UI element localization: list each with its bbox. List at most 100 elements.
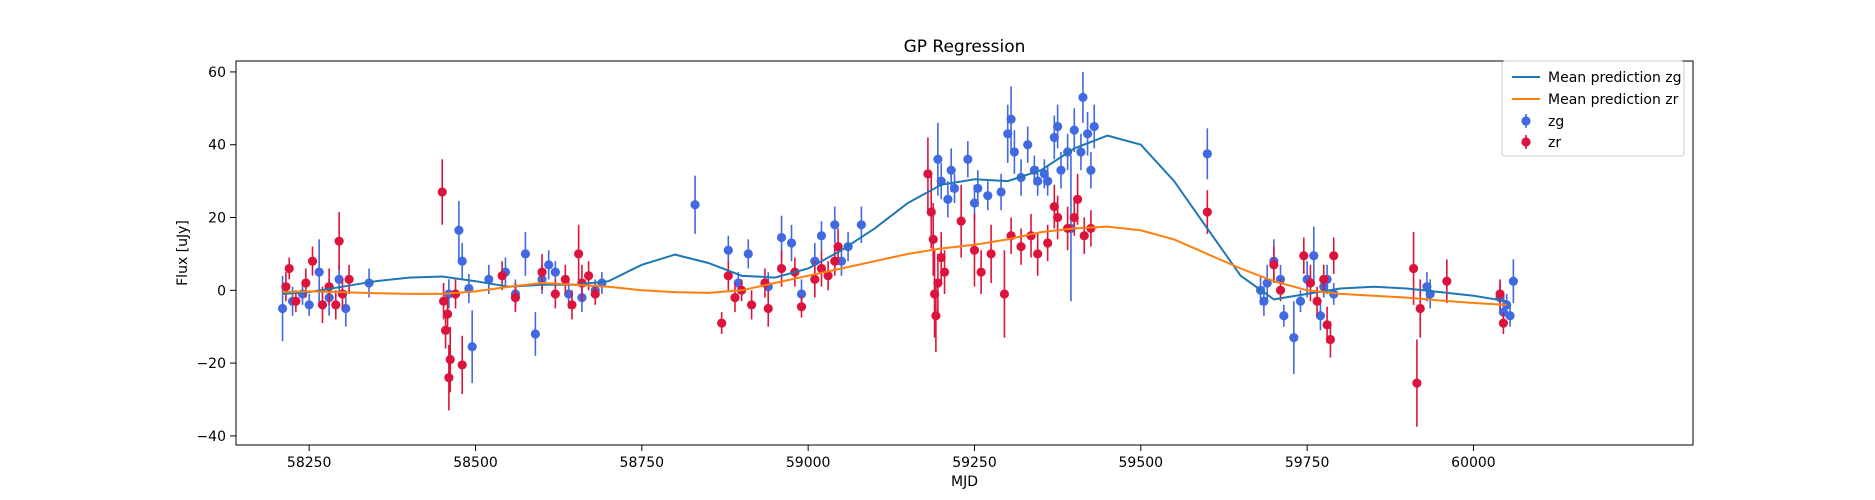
zg-point-29 — [743, 249, 753, 259]
zr-point-51 — [939, 267, 950, 277]
zg-point-47 — [973, 183, 983, 193]
legend-label-zg-points: zg — [1548, 114, 1564, 130]
zr-point-33 — [747, 300, 757, 310]
legend-box — [1501, 60, 1685, 157]
legend-marker-zr — [1521, 135, 1531, 149]
zr-point-63 — [1053, 212, 1063, 223]
zr-point-48 — [931, 311, 941, 321]
x-tick-label-58500: 58500 — [453, 455, 498, 471]
zg-point-45 — [963, 154, 973, 164]
zr-point-77 — [1325, 334, 1336, 345]
zr-point-44 — [923, 169, 933, 179]
zg-point-70 — [1202, 149, 1212, 159]
zr-point-41 — [823, 271, 833, 281]
zg-point-68 — [1086, 165, 1096, 175]
zr-point-42 — [830, 256, 840, 266]
zr-point-40 — [816, 263, 827, 274]
zr-point-70 — [1269, 260, 1279, 270]
zr-point-25 — [574, 249, 584, 259]
zg-point-4 — [314, 267, 324, 277]
zr-point-23 — [560, 274, 570, 284]
x-tick-label-60000: 60000 — [1451, 455, 1496, 471]
zr-point-11 — [437, 187, 447, 197]
zr-point-5 — [317, 300, 328, 310]
zr-point-49 — [933, 278, 943, 288]
zg-point-57 — [1039, 169, 1049, 179]
zr-point-78 — [1329, 251, 1339, 261]
y-axis: −40 −20 0 20 40 60 — [196, 65, 236, 445]
zr-point-76 — [1322, 320, 1332, 330]
y-tick-label-60: 60 — [208, 65, 226, 81]
zr-point-79 — [1408, 263, 1419, 274]
zr-point-66 — [1073, 194, 1083, 204]
zr-point-84 — [1498, 318, 1508, 328]
zr-point-55 — [986, 249, 996, 259]
zg-point-72 — [1259, 296, 1269, 306]
plot-area — [277, 71, 1518, 427]
zr-point-46 — [928, 234, 938, 244]
zr-point-15 — [444, 373, 454, 383]
legend: Mean prediction zg Mean prediction zr zg… — [1501, 60, 1685, 157]
series-zg — [277, 71, 1518, 384]
zr-point-4 — [307, 256, 318, 266]
x-tick-label-59500: 59500 — [1119, 455, 1164, 471]
zr-point-14 — [442, 309, 453, 319]
axes-frame — [235, 60, 1694, 446]
x-axis-label: MJD — [951, 474, 978, 490]
zr-point-45 — [926, 207, 936, 217]
zg-point-54 — [1023, 140, 1033, 150]
y-tick-label--40: −40 — [196, 429, 226, 445]
legend-label-zr-points: zr — [1548, 135, 1561, 151]
zg-point-39 — [856, 220, 866, 230]
zr-point-39 — [810, 274, 820, 284]
zg-point-91 — [1508, 276, 1518, 286]
zg-point-59 — [1049, 132, 1059, 143]
zg-point-21 — [550, 267, 560, 277]
x-tick-label-59000: 59000 — [786, 455, 831, 471]
zr-point-52 — [956, 216, 966, 226]
zr-point-81 — [1415, 303, 1425, 314]
zr-point-20 — [510, 292, 521, 303]
y-tick-label-0: 0 — [217, 283, 226, 299]
legend-label-zg-line: Mean prediction zg — [1548, 70, 1682, 86]
zg-point-13 — [467, 342, 477, 352]
zr-point-27 — [584, 271, 594, 281]
zg-point-22 — [564, 289, 574, 299]
zg-point-42 — [943, 194, 953, 204]
zg-point-37 — [836, 256, 847, 266]
zr-point-75 — [1319, 274, 1329, 284]
zg-point-76 — [1279, 311, 1289, 321]
zg-point-89 — [1502, 300, 1512, 310]
zr-point-2 — [291, 296, 301, 306]
zr-point-73 — [1305, 278, 1316, 288]
zr-point-69 — [1202, 207, 1212, 217]
zr-point-16 — [445, 354, 455, 365]
zg-point-26 — [690, 200, 700, 210]
chart-title: GP Regression — [904, 37, 1026, 57]
zr-point-13 — [440, 325, 451, 335]
y-tick-label--20: −20 — [196, 356, 226, 372]
zg-point-10 — [454, 225, 464, 235]
zg-point-73 — [1262, 278, 1272, 288]
zr-point-53 — [969, 245, 980, 255]
zg-point-64 — [1069, 125, 1079, 135]
zr-point-29 — [717, 318, 727, 328]
zg-point-46 — [969, 198, 980, 208]
zg-point-60 — [1053, 121, 1063, 132]
zr-point-74 — [1312, 296, 1322, 306]
zr-point-61 — [1043, 238, 1053, 248]
legend-label-zr-line: Mean prediction zr — [1548, 92, 1679, 108]
zr-point-65 — [1069, 212, 1079, 223]
zr-point-54 — [976, 267, 986, 277]
zg-point-31 — [776, 232, 787, 243]
zg-point-33 — [796, 289, 807, 299]
zg-point-43 — [946, 165, 956, 175]
zg-point-11 — [457, 256, 467, 266]
zg-point-80 — [1309, 251, 1319, 261]
zr-point-18 — [457, 360, 467, 370]
x-tick-label-58750: 58750 — [620, 455, 665, 471]
zg-point-18 — [530, 329, 540, 339]
zg-point-27 — [723, 245, 733, 255]
zg-point-50 — [1003, 129, 1013, 139]
